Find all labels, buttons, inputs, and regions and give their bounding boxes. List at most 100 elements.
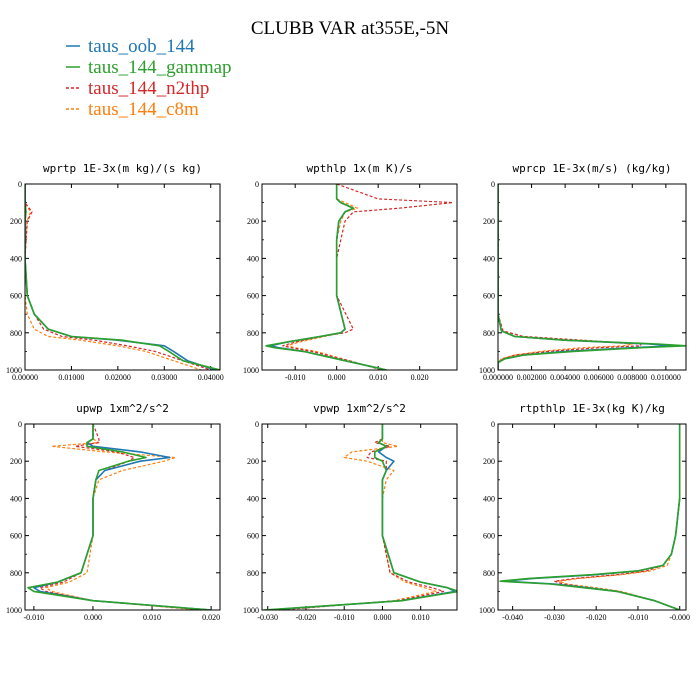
y-tick-label: 1000 [479, 366, 495, 375]
x-tick-label: -0.010 [24, 613, 45, 622]
series-line-taus_144_c8m [557, 424, 681, 610]
x-tick-label: 0.010 [143, 613, 161, 622]
x-tick-label: 0.01000 [58, 373, 84, 382]
y-tick-label: 200 [10, 217, 22, 226]
x-tick-label: 0.000000 [483, 373, 513, 382]
y-tick-label: 0 [255, 180, 259, 189]
series-group [499, 424, 681, 610]
panel-frame [497, 423, 687, 611]
x-tick-label: -0.020 [296, 613, 317, 622]
y-tick-label: 800 [247, 569, 259, 578]
series-line-taus_144_c8m [45, 424, 200, 610]
legend: taus_oob_144taus_144_gammaptaus_144_n2th… [66, 36, 232, 120]
y-tick-label: 600 [247, 292, 259, 301]
panel: wprtp 1E-3x(m kg)/(s kg) 0 200 400 600 800 100… [6, 162, 224, 382]
y-tick-label: 0 [255, 420, 259, 429]
panel-frame [24, 423, 221, 611]
x-tick-label: -0.040 [502, 613, 523, 622]
x-tick-label: 0.010 [369, 373, 387, 382]
y-tick-label: 800 [10, 329, 22, 338]
panels: wprtp 1E-3x(m kg)/(s kg) 0 200 400 600 800 100… [6, 162, 690, 622]
y-tick-label: 600 [483, 532, 495, 541]
series-line-taus_144_gammap [498, 184, 686, 370]
panel-title: wprtp 1E-3x(m kg)/(s kg) [43, 162, 202, 175]
x-tick-label: 0.002000 [517, 373, 547, 382]
legend-label: taus_144_gammap [88, 57, 232, 78]
series-group [498, 184, 686, 370]
y-tick-label: 800 [483, 329, 495, 338]
y-tick-label: 200 [483, 457, 495, 466]
x-tick-label: 0.02000 [105, 373, 131, 382]
y-tick-label: 1000 [6, 366, 22, 375]
series-line-taus_144_gammap [265, 184, 387, 370]
series-line-taus_144_n2thp [553, 424, 681, 610]
y-tick-label: 400 [483, 254, 495, 263]
y-tick-label: 1000 [243, 366, 259, 375]
x-tick-label: -0.020 [586, 613, 607, 622]
series-line-taus_144_c8m [286, 184, 383, 370]
x-tick-label: 0.008000 [617, 373, 647, 382]
panel-frame [24, 183, 221, 371]
legend-item: taus_144_gammap [66, 57, 232, 78]
series-line-taus_oob_144 [25, 184, 216, 370]
legend-item: taus_oob_144 [66, 36, 195, 57]
y-tick-label: 400 [247, 254, 259, 263]
y-tick-label: 400 [10, 254, 22, 263]
x-tick-label: 0.04000 [198, 373, 224, 382]
series-group [25, 184, 220, 370]
series-line-taus_144_gammap [263, 424, 457, 610]
panel: wpthlp 1x(m K)/s 0 200 400 600 800 1000 -0.010 0… [243, 162, 458, 382]
y-tick-label: 0 [18, 180, 22, 189]
y-tick-label: 1000 [479, 606, 495, 615]
x-tick-label: -0.010 [334, 613, 355, 622]
y-tick-label: 800 [483, 569, 495, 578]
series-line-taus_144_n2thp [275, 424, 445, 610]
x-tick-label: 0.000 [328, 373, 346, 382]
x-tick-label: 0.000 [373, 613, 391, 622]
y-tick-label: 600 [247, 532, 259, 541]
x-tick-label: 0.010 [412, 613, 430, 622]
panel-title: vpwp 1xm^2/s^2 [313, 402, 406, 415]
x-tick-label: 0.004000 [550, 373, 580, 382]
series-line-taus_144_c8m [282, 424, 437, 610]
series-line-taus_144_gammap [499, 424, 681, 610]
y-tick-label: 600 [483, 292, 495, 301]
legend-label: taus_144_c8m [88, 99, 199, 120]
series-group [263, 424, 457, 610]
y-tick-label: 0 [18, 420, 22, 429]
y-tick-label: 200 [10, 457, 22, 466]
panel-frame [261, 183, 458, 371]
x-tick-label: 0.006000 [584, 373, 614, 382]
legend-item: taus_144_c8m [66, 99, 199, 120]
y-tick-label: 0 [491, 180, 495, 189]
legend-label: taus_144_n2thp [88, 78, 209, 99]
y-tick-label: 0 [491, 420, 495, 429]
figure-title: CLUBB VAR at355E,-5N [251, 18, 450, 39]
y-tick-label: 600 [10, 532, 22, 541]
series-group [27, 424, 212, 610]
y-tick-label: 600 [10, 292, 22, 301]
legend-label: taus_oob_144 [88, 36, 195, 57]
series-line-taus_144_n2thp [25, 184, 211, 370]
series-line-taus_144_n2thp [282, 184, 454, 370]
y-tick-label: 1000 [243, 606, 259, 615]
y-tick-label: 800 [10, 569, 22, 578]
panel-title: wprcp 1E-3x(m/s) (kg/kg) [513, 162, 672, 175]
x-tick-label: 0.000 [84, 613, 102, 622]
x-tick-label: 0.020 [202, 613, 220, 622]
series-line-taus_144_gammap [27, 424, 212, 610]
panel-frame [261, 423, 458, 611]
panel-title: rtpthlp 1E-3x(kg K)/kg [519, 402, 665, 415]
x-tick-label: 0.03000 [151, 373, 177, 382]
y-tick-label: 200 [247, 457, 259, 466]
x-tick-label: 0.010000 [651, 373, 681, 382]
y-tick-label: 200 [483, 217, 495, 226]
series-line-taus_oob_144 [498, 184, 676, 370]
x-tick-label: 0.00000 [12, 373, 38, 382]
x-tick-label: -0.010 [285, 373, 306, 382]
x-tick-label: -0.030 [257, 613, 278, 622]
x-tick-label: -0.000 [669, 613, 690, 622]
panel-title: upwp 1xm^2/s^2 [76, 402, 169, 415]
y-tick-label: 800 [247, 329, 259, 338]
